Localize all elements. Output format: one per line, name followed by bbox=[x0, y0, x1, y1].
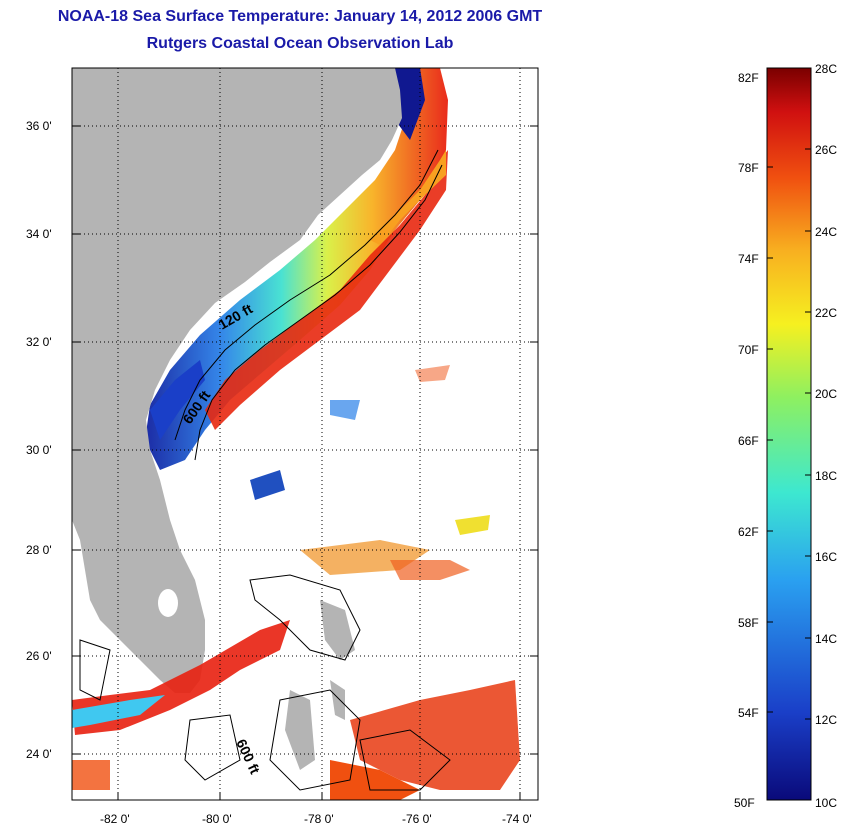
map-title: NOAA-18 Sea Surface Temperature: January… bbox=[57, 8, 543, 25]
colorbar-c-label: 20C bbox=[815, 387, 838, 401]
lon-tick-label: -78 0' bbox=[304, 812, 334, 826]
colorbar-f-label: 78F bbox=[738, 161, 759, 175]
lat-tick-label: 30 0' bbox=[26, 443, 52, 457]
colorbar-f-label: 62F bbox=[738, 525, 759, 539]
lon-tick-label: -82 0' bbox=[100, 812, 130, 826]
colorbar-f-label: 50F bbox=[734, 796, 755, 810]
colorbar-c-label: 28C bbox=[815, 62, 838, 76]
colorbar-f-label: 70F bbox=[738, 343, 759, 357]
colorbar-f-label: 66F bbox=[738, 434, 759, 448]
colorbar-c-label: 26C bbox=[815, 143, 838, 157]
map-subtitle: Rutgers Coastal Ocean Observation Lab bbox=[146, 35, 454, 52]
colorbar-f-label: 58F bbox=[738, 616, 759, 630]
colorbar-f-label: 74F bbox=[738, 252, 759, 266]
sst-coastal-band bbox=[145, 68, 448, 470]
lat-tick-label: 36 0' bbox=[26, 119, 52, 133]
lat-tick-label: 32 0' bbox=[26, 335, 52, 349]
lat-tick-label: 24 0' bbox=[26, 747, 52, 761]
lon-tick-label: -76 0' bbox=[402, 812, 432, 826]
lat-tick-label: 34 0' bbox=[26, 227, 52, 241]
colorbar-f-label: 82F bbox=[738, 71, 759, 85]
colorbar-c-label: 14C bbox=[815, 632, 838, 646]
colorbar bbox=[766, 67, 812, 801]
lon-tick-label: -74 0' bbox=[502, 812, 532, 826]
colorbar-c-label: 12C bbox=[815, 713, 838, 727]
colorbar-c-label: 18C bbox=[815, 469, 838, 483]
map-frame bbox=[71, 67, 539, 801]
land-mass bbox=[72, 68, 402, 693]
colorbar-c-label: 22C bbox=[815, 306, 838, 320]
bahamas-land bbox=[320, 600, 355, 660]
colorbar-c-label: 10C bbox=[815, 796, 838, 810]
contour-600ft bbox=[194, 164, 443, 461]
contour-120ft bbox=[174, 149, 439, 441]
lat-tick-label: 26 0' bbox=[26, 649, 52, 663]
sst-gulf-stream bbox=[205, 150, 448, 430]
lat-tick-label: 28 0' bbox=[26, 543, 52, 557]
colorbar-c-label: 16C bbox=[815, 550, 838, 564]
colorbar-f-label: 54F bbox=[738, 706, 759, 720]
lon-tick-label: -80 0' bbox=[202, 812, 232, 826]
colorbar-c-label: 24C bbox=[815, 225, 838, 239]
